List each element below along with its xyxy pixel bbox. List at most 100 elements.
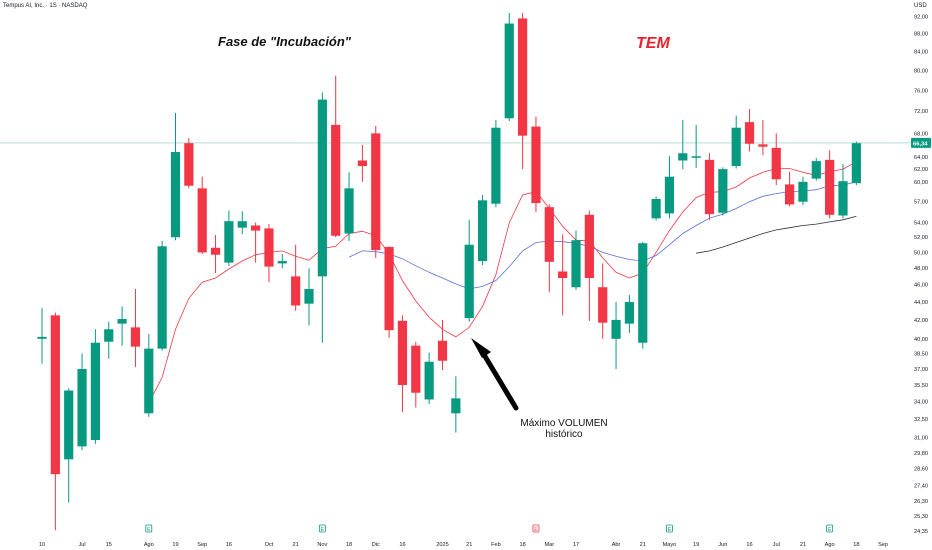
candle[interactable] [237,211,247,235]
candle[interactable] [291,244,301,311]
candle-body [771,147,781,180]
candle[interactable] [251,222,261,263]
candle[interactable] [157,240,167,351]
candle[interactable] [277,253,287,269]
candle[interactable] [170,112,181,241]
candle[interactable] [477,194,488,266]
y-tick-label: 24,35 [914,529,928,535]
candle[interactable] [558,234,568,316]
candle[interactable] [331,75,341,238]
candle[interactable] [664,156,675,219]
candle-body [277,261,287,264]
y-tick-label: 42,00 [914,318,928,324]
candle[interactable] [451,376,461,433]
candle[interactable] [798,176,808,206]
candle[interactable] [411,341,421,408]
earnings-marker[interactable]: E [318,524,326,533]
earnings-marker-box [318,524,326,533]
earnings-marker-label: E [147,527,151,533]
candle-body [437,340,448,361]
candle-body [344,188,354,234]
candle[interactable] [504,12,514,122]
candle[interactable] [357,144,367,182]
earnings-marker[interactable]: E [666,524,673,533]
candle[interactable] [371,126,381,258]
arrow-shaft [480,350,519,411]
price-axis[interactable]: 92,0088,0084,0080,0076,0072,0068,0066,00… [911,14,931,535]
y-tick-label: 37,00 [914,367,928,373]
candle[interactable] [744,109,755,152]
candle[interactable] [424,352,434,405]
candle[interactable] [651,196,661,221]
volume-arrow [471,338,519,411]
candle[interactable] [598,263,608,339]
x-tick-label: 15 [106,542,112,548]
candle-body [357,160,367,167]
candle[interactable] [210,235,221,274]
candle[interactable] [317,92,327,343]
candle[interactable] [197,176,207,254]
x-tick-label: 16 [399,542,405,548]
candle[interactable] [384,246,394,338]
candle[interactable] [37,308,47,364]
candle[interactable] [718,167,728,216]
candle-body [785,184,795,205]
earnings-marker[interactable]: E [826,524,834,533]
candle[interactable] [344,172,354,241]
candle[interactable] [491,119,501,208]
chart-header: Tempus AI, Inc. · 1S · NASDAQ [3,3,88,9]
candle[interactable] [691,124,701,168]
candle[interactable] [184,137,194,189]
candle[interactable] [531,116,541,213]
candle[interactable] [785,171,795,207]
candle[interactable] [464,219,474,322]
candle[interactable] [758,119,768,156]
candle[interactable] [624,294,634,334]
candle[interactable] [544,204,554,293]
x-tick-label: 10 [39,542,45,548]
candle[interactable] [704,153,715,220]
candle[interactable] [825,150,835,219]
candle[interactable] [518,12,528,170]
time-axis[interactable]: 10 Jul 15 Ago 19 Sep 16 Oct 21 Nov 18 Dic 16 2025 21 Fe… [39,524,888,548]
candle[interactable] [144,334,154,417]
candle[interactable] [838,164,848,219]
candle[interactable] [224,210,234,266]
y-tick-label: 72,00 [914,109,928,115]
candle[interactable] [64,388,74,503]
candle[interactable] [130,288,141,367]
candle[interactable] [678,119,688,170]
volume-annotation-line2: histórico [545,429,583,440]
candle[interactable] [571,230,581,290]
earnings-marker[interactable]: E [145,524,153,533]
candle[interactable] [264,224,274,283]
candle-body [371,133,381,251]
candle[interactable] [638,241,648,349]
candle[interactable] [851,141,861,186]
candle[interactable] [90,329,100,444]
earnings-marker[interactable]: E [532,524,540,533]
candle[interactable] [811,158,821,181]
y-tick-label: 68,00 [914,131,928,137]
candle[interactable] [611,301,621,370]
candle-body [411,345,421,393]
y-tick-label: 44,00 [914,300,928,306]
candle[interactable] [397,315,408,413]
x-tick-label: 18 [346,542,352,548]
candle-body [304,288,314,304]
y-tick-label: 31,00 [914,436,928,442]
candle[interactable] [50,312,60,531]
candle[interactable] [304,268,314,326]
candle[interactable] [731,115,741,169]
candle[interactable] [437,319,448,371]
candle[interactable] [104,321,114,359]
x-tick-label: Ago [825,542,835,548]
candle[interactable] [77,353,87,451]
candle[interactable] [584,210,594,321]
candle-body [491,127,501,204]
candlesticks[interactable] [37,12,861,531]
candle[interactable] [771,133,781,186]
volume-annotation-line1: Máximo VOLUMEN [520,418,608,429]
candle[interactable] [117,306,127,346]
